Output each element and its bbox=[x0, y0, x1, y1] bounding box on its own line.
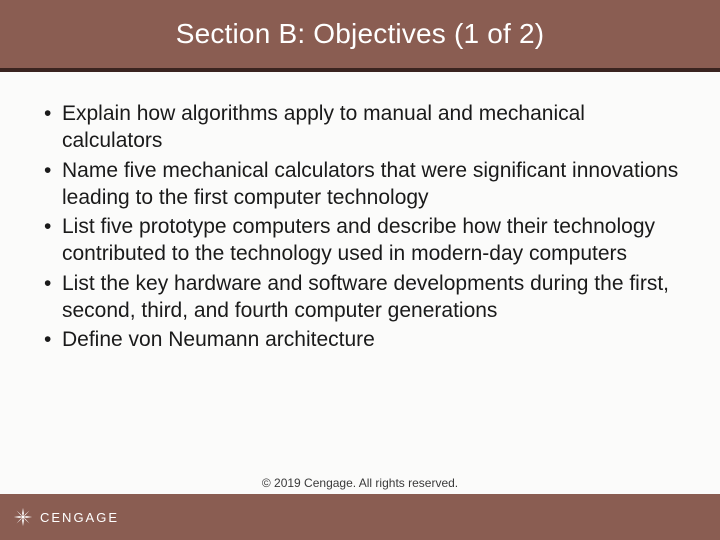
footer-band: CENGAGE bbox=[0, 494, 720, 540]
list-item: List the key hardware and software devel… bbox=[40, 270, 680, 325]
list-item: Explain how algorithms apply to manual a… bbox=[40, 100, 680, 155]
list-item: Name five mechanical calculators that we… bbox=[40, 157, 680, 212]
brand-logo: CENGAGE bbox=[12, 506, 119, 528]
title-band: Section B: Objectives (1 of 2) bbox=[0, 0, 720, 72]
slide: Section B: Objectives (1 of 2) Explain h… bbox=[0, 0, 720, 540]
slide-title: Section B: Objectives (1 of 2) bbox=[176, 18, 545, 50]
list-item: List five prototype computers and descri… bbox=[40, 213, 680, 268]
content-area: Explain how algorithms apply to manual a… bbox=[0, 72, 720, 494]
list-item: Define von Neumann architecture bbox=[40, 326, 680, 353]
starburst-icon bbox=[12, 506, 34, 528]
objectives-list: Explain how algorithms apply to manual a… bbox=[40, 100, 680, 354]
brand-name: CENGAGE bbox=[40, 510, 119, 525]
copyright-text: © 2019 Cengage. All rights reserved. bbox=[0, 476, 720, 490]
